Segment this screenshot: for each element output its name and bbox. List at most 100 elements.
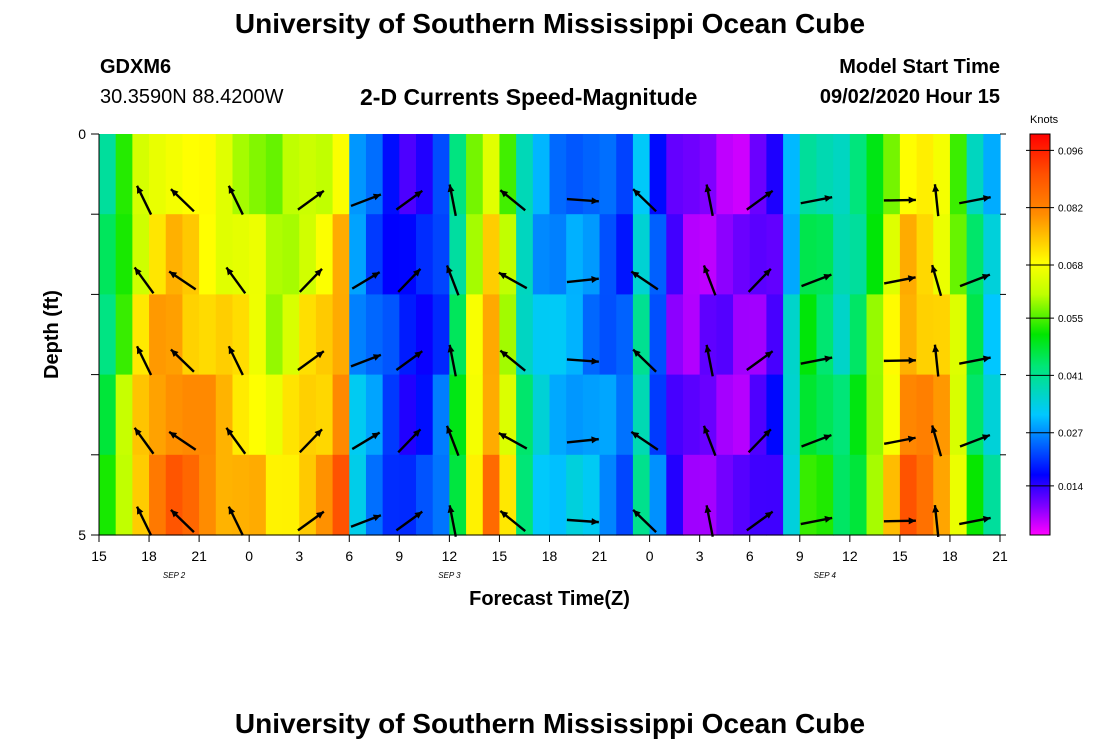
heatmap-cell	[749, 294, 768, 376]
heatmap-cell	[416, 134, 434, 215]
heatmap-cell	[199, 374, 217, 456]
heatmap-cell	[966, 214, 984, 295]
heatmap-cell	[299, 214, 317, 295]
current-arrow	[746, 510, 774, 532]
current-arrow	[746, 350, 774, 371]
current-arrow	[170, 188, 195, 213]
heatmap-cell	[833, 374, 851, 456]
heatmap-cell	[165, 374, 184, 456]
heatmap-cell	[783, 294, 801, 376]
heatmap-cell	[99, 214, 117, 295]
heatmap-cell	[416, 454, 434, 536]
heatmap-cell	[232, 214, 250, 295]
x-tick-label: 18	[542, 548, 558, 564]
heatmap-cell	[733, 374, 751, 456]
heatmap-cell	[766, 454, 784, 536]
heatmap-cell	[516, 294, 534, 376]
heatmap-cell	[682, 134, 701, 215]
heatmap-cell	[182, 454, 200, 536]
current-arrow	[930, 264, 943, 297]
current-arrow	[225, 266, 247, 295]
heatmap-cell	[916, 214, 934, 295]
heatmap-cell	[599, 294, 617, 376]
heatmap-cell	[883, 294, 901, 376]
heatmap-cell	[99, 454, 117, 536]
x-tick-label: 0	[245, 548, 253, 564]
heatmap-cell	[899, 214, 918, 295]
heatmap-cell	[315, 214, 334, 295]
heatmap-cell	[232, 294, 250, 376]
heatmap-cell	[349, 454, 367, 536]
current-arrow	[227, 185, 244, 216]
heatmap-cell	[666, 374, 684, 456]
heatmap-cell	[132, 134, 150, 215]
heatmap-cell	[549, 374, 567, 456]
heatmap-cell	[549, 134, 567, 215]
heatmap-cell	[399, 294, 417, 376]
heatmap-cell	[983, 294, 1001, 376]
current-arrow	[227, 345, 244, 376]
heatmap-cell	[382, 214, 400, 295]
heatmap-cell	[449, 214, 467, 295]
heatmap-cell	[616, 374, 634, 456]
model-start-label: Model Start Time	[839, 56, 1000, 78]
heatmap-cell	[399, 374, 417, 456]
heatmap-cell	[215, 134, 234, 215]
heatmap-cell	[432, 294, 450, 376]
heatmap-cell	[949, 294, 968, 376]
current-arrow	[632, 509, 657, 533]
current-arrow	[135, 345, 153, 376]
heatmap-cell	[332, 454, 350, 536]
heatmap-cell	[149, 294, 167, 376]
heatmap-cell	[799, 214, 818, 295]
chart-subtitle: 2-D Currents Speed-Magnitude	[360, 84, 698, 110]
heatmap-cell	[132, 454, 150, 536]
current-arrow	[227, 506, 244, 536]
heatmap-cell	[199, 214, 217, 295]
heatmap-cell	[799, 294, 818, 376]
heatmap-cell	[866, 214, 884, 295]
x-tick-label: 18	[141, 548, 157, 564]
current-arrow	[566, 357, 599, 365]
heatmap-cell	[599, 374, 617, 456]
current-arrow	[883, 275, 916, 285]
heatmap-cell	[833, 454, 851, 536]
heatmap-cell	[215, 214, 234, 295]
heatmap-cell	[849, 294, 868, 376]
heatmap-cell	[149, 374, 167, 456]
current-arrow	[632, 348, 657, 373]
heatmap-cell	[99, 134, 117, 215]
heatmap-cell	[616, 454, 634, 536]
heatmap-cell	[499, 374, 517, 456]
y-tick-label: 0	[78, 126, 86, 142]
heatmap-cell	[416, 294, 434, 376]
heatmap-cell	[499, 214, 517, 295]
heatmap-cell	[866, 454, 884, 536]
heatmap-cell	[532, 294, 551, 376]
heatmap-cell	[549, 294, 567, 376]
heatmap-cell	[382, 294, 400, 376]
heatmap-cell	[749, 454, 768, 536]
heatmap-cell	[382, 454, 400, 536]
heatmap-cell	[733, 214, 751, 295]
current-arrow	[930, 425, 943, 457]
current-arrow	[350, 193, 382, 208]
heatmap-cell	[115, 214, 133, 295]
heatmap-cell	[566, 374, 584, 456]
heatmap-cell	[165, 294, 184, 376]
x-tick-label: 15	[91, 548, 107, 564]
heatmap-cell	[933, 454, 951, 536]
heatmap-cell	[849, 374, 868, 456]
date-label: SEP 3	[438, 571, 461, 580]
heatmap-cell	[365, 134, 384, 215]
heatmap-cell	[899, 374, 918, 456]
heatmap-cell	[716, 454, 734, 536]
model-start-value: 09/02/2020 Hour 15	[819, 86, 1000, 108]
page-title: University of Southern Mississippi Ocean…	[234, 8, 866, 39]
current-arrow	[704, 505, 714, 537]
current-arrow	[932, 504, 940, 538]
current-arrow	[170, 348, 195, 373]
y-tick-label: 5	[78, 527, 86, 543]
heatmap-cell	[482, 374, 501, 456]
date-label: SEP 4	[814, 571, 837, 580]
